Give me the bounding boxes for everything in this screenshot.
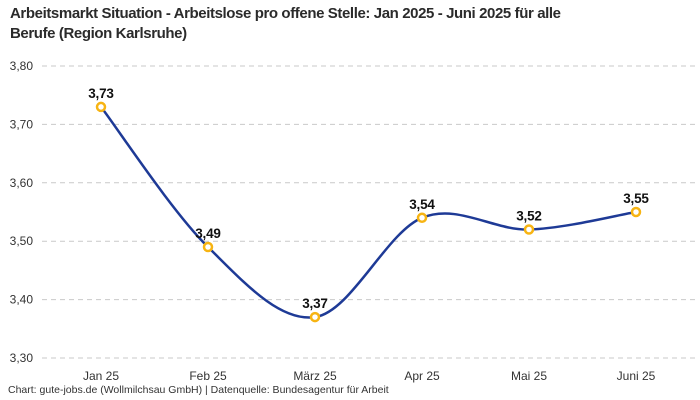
chart-title-line1: Arbeitsmarkt Situation - Arbeitslose pro…	[10, 5, 561, 22]
y-tick-label: 3,80	[10, 59, 34, 73]
data-point-marker[interactable]	[523, 224, 535, 235]
x-axis-label: Juni 25	[617, 369, 656, 383]
data-point-marker[interactable]	[202, 241, 214, 253]
y-tick-label: 3,60	[10, 176, 34, 190]
y-tick-label: 3,40	[10, 293, 34, 307]
data-point-label: 3,55	[623, 191, 649, 206]
y-tick-label: 3,30	[10, 351, 34, 365]
chart-title-line2: Berufe (Region Karlsruhe)	[10, 25, 187, 42]
x-axis-label: März 25	[293, 369, 337, 383]
chart-title: Arbeitsmarkt Situation - Arbeitslose pro…	[10, 4, 690, 44]
data-point-marker[interactable]	[95, 101, 107, 113]
data-point-marker[interactable]	[416, 212, 428, 224]
data-point-label: 3,73	[88, 86, 114, 101]
x-axis-label: Jan 25	[83, 369, 119, 383]
y-tick-label: 3,70	[10, 117, 34, 131]
data-point-label: 3,54	[409, 197, 435, 212]
source-credit: Chart: gute-jobs.de (Wollmilchsau GmbH) …	[8, 384, 389, 396]
data-point-label: 3,52	[516, 209, 541, 224]
y-tick-label: 3,50	[10, 234, 34, 248]
x-axis-label: Mai 25	[511, 369, 547, 383]
data-point-marker[interactable]	[309, 311, 321, 323]
data-point-label: 3,37	[302, 296, 327, 311]
data-point-marker[interactable]	[630, 206, 642, 218]
x-axis-label: Feb 25	[189, 369, 227, 383]
data-line	[99, 105, 638, 319]
data-point-label: 3,49	[195, 226, 220, 241]
x-axis-label: Apr 25	[404, 369, 440, 383]
